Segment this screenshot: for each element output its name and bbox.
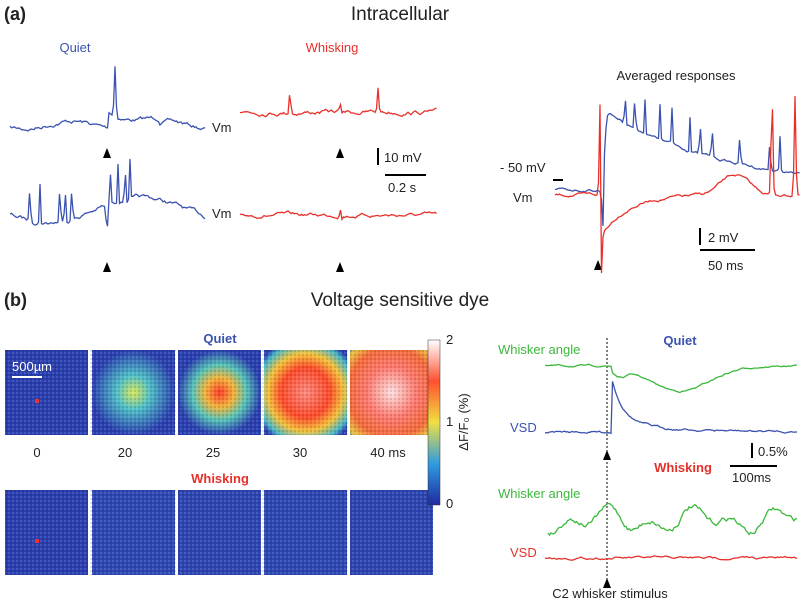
trace: [9, 158, 206, 227]
level-label: - 50 mV: [500, 160, 546, 175]
trace: [9, 66, 206, 132]
time-label: 30: [293, 445, 307, 460]
scale-label: 100ms: [732, 470, 772, 485]
traces: [9, 66, 800, 561]
scale-label: 0.2 s: [388, 180, 417, 195]
condition-label: Whisking: [191, 471, 249, 486]
scale-label: 500µm: [12, 359, 52, 374]
time-label: 40 ms: [370, 445, 406, 460]
condition-label: Quiet: [59, 40, 90, 55]
colorbar-tick: 1: [446, 414, 453, 429]
trace-label: VSD: [510, 420, 537, 435]
time-label: 0: [33, 445, 40, 460]
trace: [554, 99, 800, 226]
panel-label: (a): [4, 4, 26, 24]
trace: [544, 381, 798, 435]
vsd-images: [5, 350, 433, 575]
condition-label: Whisking: [654, 460, 712, 475]
colorbar-tick: 2: [446, 332, 453, 347]
vm-label: Vm: [212, 206, 232, 221]
stimulus-arrows: [103, 148, 611, 588]
scale-bars: [377, 148, 755, 251]
scale-label: 0.5%: [758, 444, 788, 459]
trace: [239, 87, 437, 118]
condition-label: Quiet: [203, 331, 237, 346]
panel-title: Intracellular: [351, 4, 450, 25]
scale-label: 50 ms: [708, 258, 744, 273]
time-label: 20: [118, 445, 132, 460]
stimulus-label: C2 whisker stimulus: [552, 586, 668, 601]
trace: [239, 209, 437, 222]
scale-label: 10 mV: [384, 150, 422, 165]
trace: [544, 363, 798, 394]
vm-label: Vm: [513, 190, 533, 205]
scale-label: 2 mV: [708, 230, 739, 245]
time-label: 25: [206, 445, 220, 460]
condition-label: Quiet: [663, 333, 697, 348]
colorbar-label: ΔF/F₀ (%): [456, 393, 471, 450]
condition-label: Whisking: [306, 40, 359, 55]
panel-title: Voltage sensitive dye: [311, 290, 490, 311]
vm-label: Vm: [212, 120, 232, 135]
colorbar-tick: 0: [446, 496, 453, 511]
colorbar: [427, 339, 441, 506]
scale-bars: [730, 443, 777, 467]
trace-label: VSD: [510, 545, 537, 560]
trace: [544, 555, 798, 561]
averaged-title: Averaged responses: [616, 68, 736, 83]
trace-label: Whisker angle: [498, 486, 580, 501]
trace-label: Whisker angle: [498, 342, 580, 357]
trace: [547, 502, 798, 537]
panel-label: (b): [4, 290, 27, 310]
trace: [554, 96, 800, 274]
